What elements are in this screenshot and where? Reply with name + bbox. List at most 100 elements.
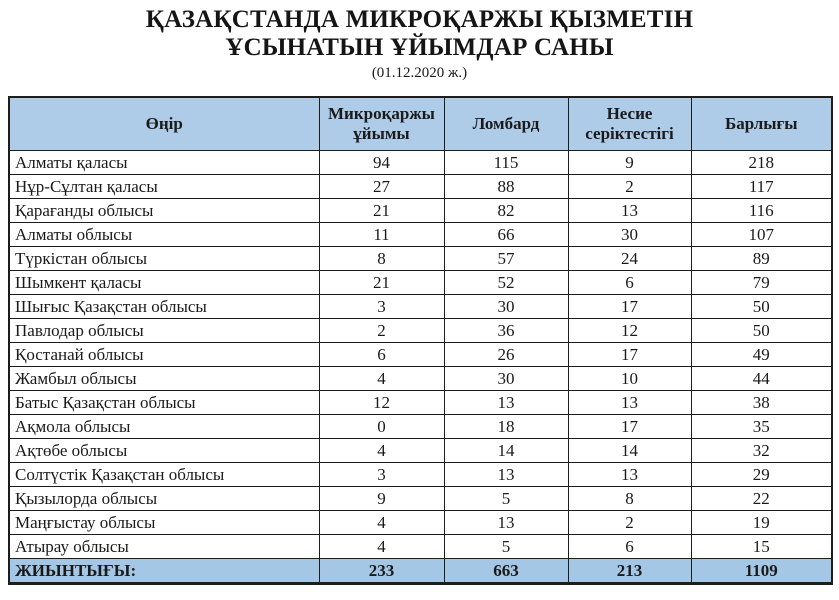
mfo-count-cell: 21	[318, 270, 445, 295]
row-total-count-cell: 44	[690, 366, 833, 391]
credit-partnership-count-cell: 8	[567, 486, 692, 511]
credit-partnership-count-cell: 17	[567, 294, 692, 319]
row-total-count-cell: 79	[690, 270, 833, 295]
mfo-count-cell: 94	[318, 150, 445, 175]
credit-partnership-count-cell: 17	[567, 414, 692, 439]
column-header-region: Өңір	[8, 96, 320, 151]
column-header-credit-partnership: Несие серіктестігі	[567, 96, 692, 151]
table-row: Атырау облысы 4 5 6 15	[8, 534, 833, 559]
table-row: Нұр-Сұлтан қаласы 27 88 2 117	[8, 174, 833, 199]
row-total-count-cell: 32	[690, 438, 833, 463]
credit-partnership-count-cell: 2	[567, 510, 692, 535]
table-row: Ақмола облысы 0 18 17 35	[8, 414, 833, 439]
mfo-count-cell: 3	[318, 294, 445, 319]
table-row: Батыс Қазақстан облысы 12 13 13 38	[8, 390, 833, 415]
mfo-count-cell: 21	[318, 198, 445, 223]
table-body: Алматы қаласы 94 115 9 218 Нұр-Сұлтан қа…	[8, 150, 833, 559]
region-name-cell: Нұр-Сұлтан қаласы	[8, 174, 320, 199]
pawnshop-count-cell: 26	[443, 342, 569, 367]
region-name-cell: Ақтөбе облысы	[8, 438, 320, 463]
row-total-count-cell: 50	[690, 318, 833, 343]
pawnshop-count-cell: 13	[443, 510, 569, 535]
table-total-row: ЖИЫНТЫҒЫ: 233 663 213 1109	[8, 558, 833, 584]
row-total-count-cell: 50	[690, 294, 833, 319]
region-name-cell: Атырау облысы	[8, 534, 320, 559]
region-name-cell: Жамбыл облысы	[8, 366, 320, 391]
mfo-count-cell: 27	[318, 174, 445, 199]
row-total-count-cell: 117	[690, 174, 833, 199]
table-row: Қостанай облысы 6 26 17 49	[8, 342, 833, 367]
region-name-cell: Батыс Қазақстан облысы	[8, 390, 320, 415]
region-name-cell: Қызылорда облысы	[8, 486, 320, 511]
table-row: Алматы қаласы 94 115 9 218	[8, 150, 833, 175]
credit-partnership-count-cell: 13	[567, 198, 692, 223]
pawnshop-count-cell: 88	[443, 174, 569, 199]
row-total-count-cell: 15	[690, 534, 833, 559]
pawnshop-count-cell: 66	[443, 222, 569, 247]
region-name-cell: Ақмола облысы	[8, 414, 320, 439]
mfo-count-cell: 4	[318, 438, 445, 463]
pawnshop-count-cell: 13	[443, 462, 569, 487]
column-header-pawnshop: Ломбард	[443, 96, 569, 151]
pawnshop-count-cell: 5	[443, 486, 569, 511]
page-title-line-1: ҚАЗАҚСТАНДА МИКРОҚАРЖЫ ҚЫЗМЕТІН	[145, 6, 694, 33]
table-row: Шығыс Қазақстан облысы 3 30 17 50	[8, 294, 833, 319]
credit-partnership-count-cell: 13	[567, 462, 692, 487]
pawnshop-count-cell: 13	[443, 390, 569, 415]
pawnshop-count-cell: 5	[443, 534, 569, 559]
region-name-cell: Шымкент қаласы	[8, 270, 320, 295]
region-name-cell: Шығыс Қазақстан облысы	[8, 294, 320, 319]
pawnshop-count-cell: 57	[443, 246, 569, 271]
pawnshop-count-cell: 82	[443, 198, 569, 223]
region-name-cell: Алматы облысы	[8, 222, 320, 247]
credit-partnership-count-cell: 2	[567, 174, 692, 199]
region-name-cell: Қостанай облысы	[8, 342, 320, 367]
pawnshop-count-cell: 36	[443, 318, 569, 343]
region-name-cell: Түркістан облысы	[8, 246, 320, 271]
credit-partnership-count-cell: 24	[567, 246, 692, 271]
mfo-count-cell: 0	[318, 414, 445, 439]
column-header-microfinance-org: Микроқаржы ұйымы	[318, 96, 445, 151]
pawnshop-count-cell: 18	[443, 414, 569, 439]
mfo-count-cell: 3	[318, 462, 445, 487]
mfo-count-cell: 2	[318, 318, 445, 343]
region-name-cell: Алматы қаласы	[8, 150, 320, 175]
credit-partnership-count-cell: 17	[567, 342, 692, 367]
mfo-count-cell: 4	[318, 534, 445, 559]
mfo-count-cell: 11	[318, 222, 445, 247]
pawnshop-count-cell: 30	[443, 366, 569, 391]
pawnshop-count-cell: 30	[443, 294, 569, 319]
table-row: Маңғыстау облысы 4 13 2 19	[8, 510, 833, 535]
microfinance-statistics-table: Өңір Микроқаржы ұйымы Ломбард Несие сері…	[8, 96, 833, 585]
table-row: Солтүстік Қазақстан облысы 3 13 13 29	[8, 462, 833, 487]
table-row: Түркістан облысы 8 57 24 89	[8, 246, 833, 271]
row-total-count-cell: 38	[690, 390, 833, 415]
row-total-count-cell: 107	[690, 222, 833, 247]
region-name-cell: Қарағанды облысы	[8, 198, 320, 223]
mfo-count-cell: 4	[318, 510, 445, 535]
credit-partnership-count-cell: 6	[567, 534, 692, 559]
row-total-count-cell: 29	[690, 462, 833, 487]
total-overall-count: 1109	[690, 558, 833, 584]
credit-partnership-count-cell: 14	[567, 438, 692, 463]
mfo-count-cell: 8	[318, 246, 445, 271]
row-total-count-cell: 35	[690, 414, 833, 439]
row-total-count-cell: 49	[690, 342, 833, 367]
region-name-cell: Павлодар облысы	[8, 318, 320, 343]
mfo-count-cell: 12	[318, 390, 445, 415]
credit-partnership-count-cell: 6	[567, 270, 692, 295]
total-mfo-count: 233	[318, 558, 445, 584]
credit-partnership-count-cell: 12	[567, 318, 692, 343]
row-total-count-cell: 89	[690, 246, 833, 271]
mfo-count-cell: 6	[318, 342, 445, 367]
total-row-label: ЖИЫНТЫҒЫ:	[8, 558, 320, 584]
pawnshop-count-cell: 14	[443, 438, 569, 463]
row-total-count-cell: 218	[690, 150, 833, 175]
region-name-cell: Маңғыстау облысы	[8, 510, 320, 535]
table-row: Қарағанды облысы 21 82 13 116	[8, 198, 833, 223]
row-total-count-cell: 116	[690, 198, 833, 223]
total-pawnshop-count: 663	[443, 558, 569, 584]
credit-partnership-count-cell: 30	[567, 222, 692, 247]
region-name-cell: Солтүстік Қазақстан облысы	[8, 462, 320, 487]
